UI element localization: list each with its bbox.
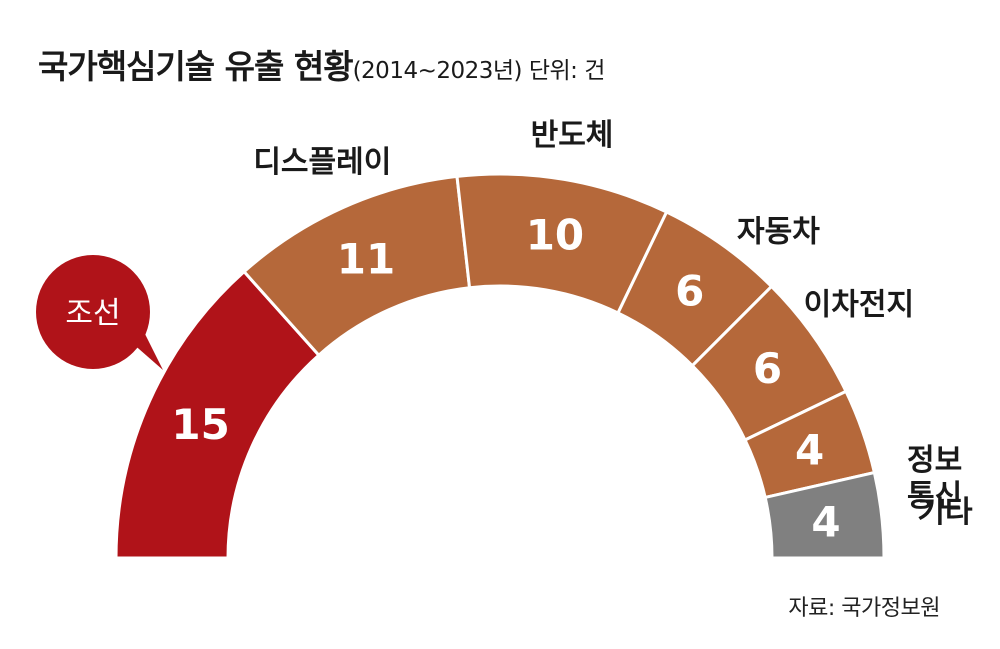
- value-label-기타: 4: [811, 497, 840, 546]
- value-label-자동차: 6: [675, 266, 704, 315]
- title-main: 국가핵심기술 유출 현황: [38, 47, 354, 86]
- category-label-기타: 기타: [917, 495, 973, 530]
- category-label-반도체: 반도체: [531, 118, 614, 153]
- bubble-circle: [36, 255, 150, 369]
- category-label-조선: 조선: [65, 296, 120, 331]
- title-subtitle: (2014~2023년) 단위: 건: [352, 58, 606, 84]
- segment-기타: [763, 470, 886, 560]
- value-label-이차전지: 6: [753, 344, 782, 393]
- segments: [114, 172, 886, 560]
- value-label-디스플레이: 11: [337, 235, 395, 284]
- category-label-자동차: 자동차: [737, 214, 820, 249]
- category-label-이차전지: 이차전지: [804, 287, 914, 322]
- value-label-정보통신: 4: [795, 426, 824, 475]
- chart-title: 국가핵심기술 유출 현황(2014~2023년) 단위: 건: [38, 40, 605, 88]
- value-label-반도체: 10: [526, 211, 584, 260]
- category-label-디스플레이: 디스플레이: [253, 145, 391, 180]
- category-label-정보통신: 정보 통신: [907, 443, 962, 514]
- highlight-bubble: 조선: [36, 255, 163, 370]
- source-note: 자료: 국가정보원: [788, 596, 940, 621]
- value-label-조선: 15: [171, 400, 229, 449]
